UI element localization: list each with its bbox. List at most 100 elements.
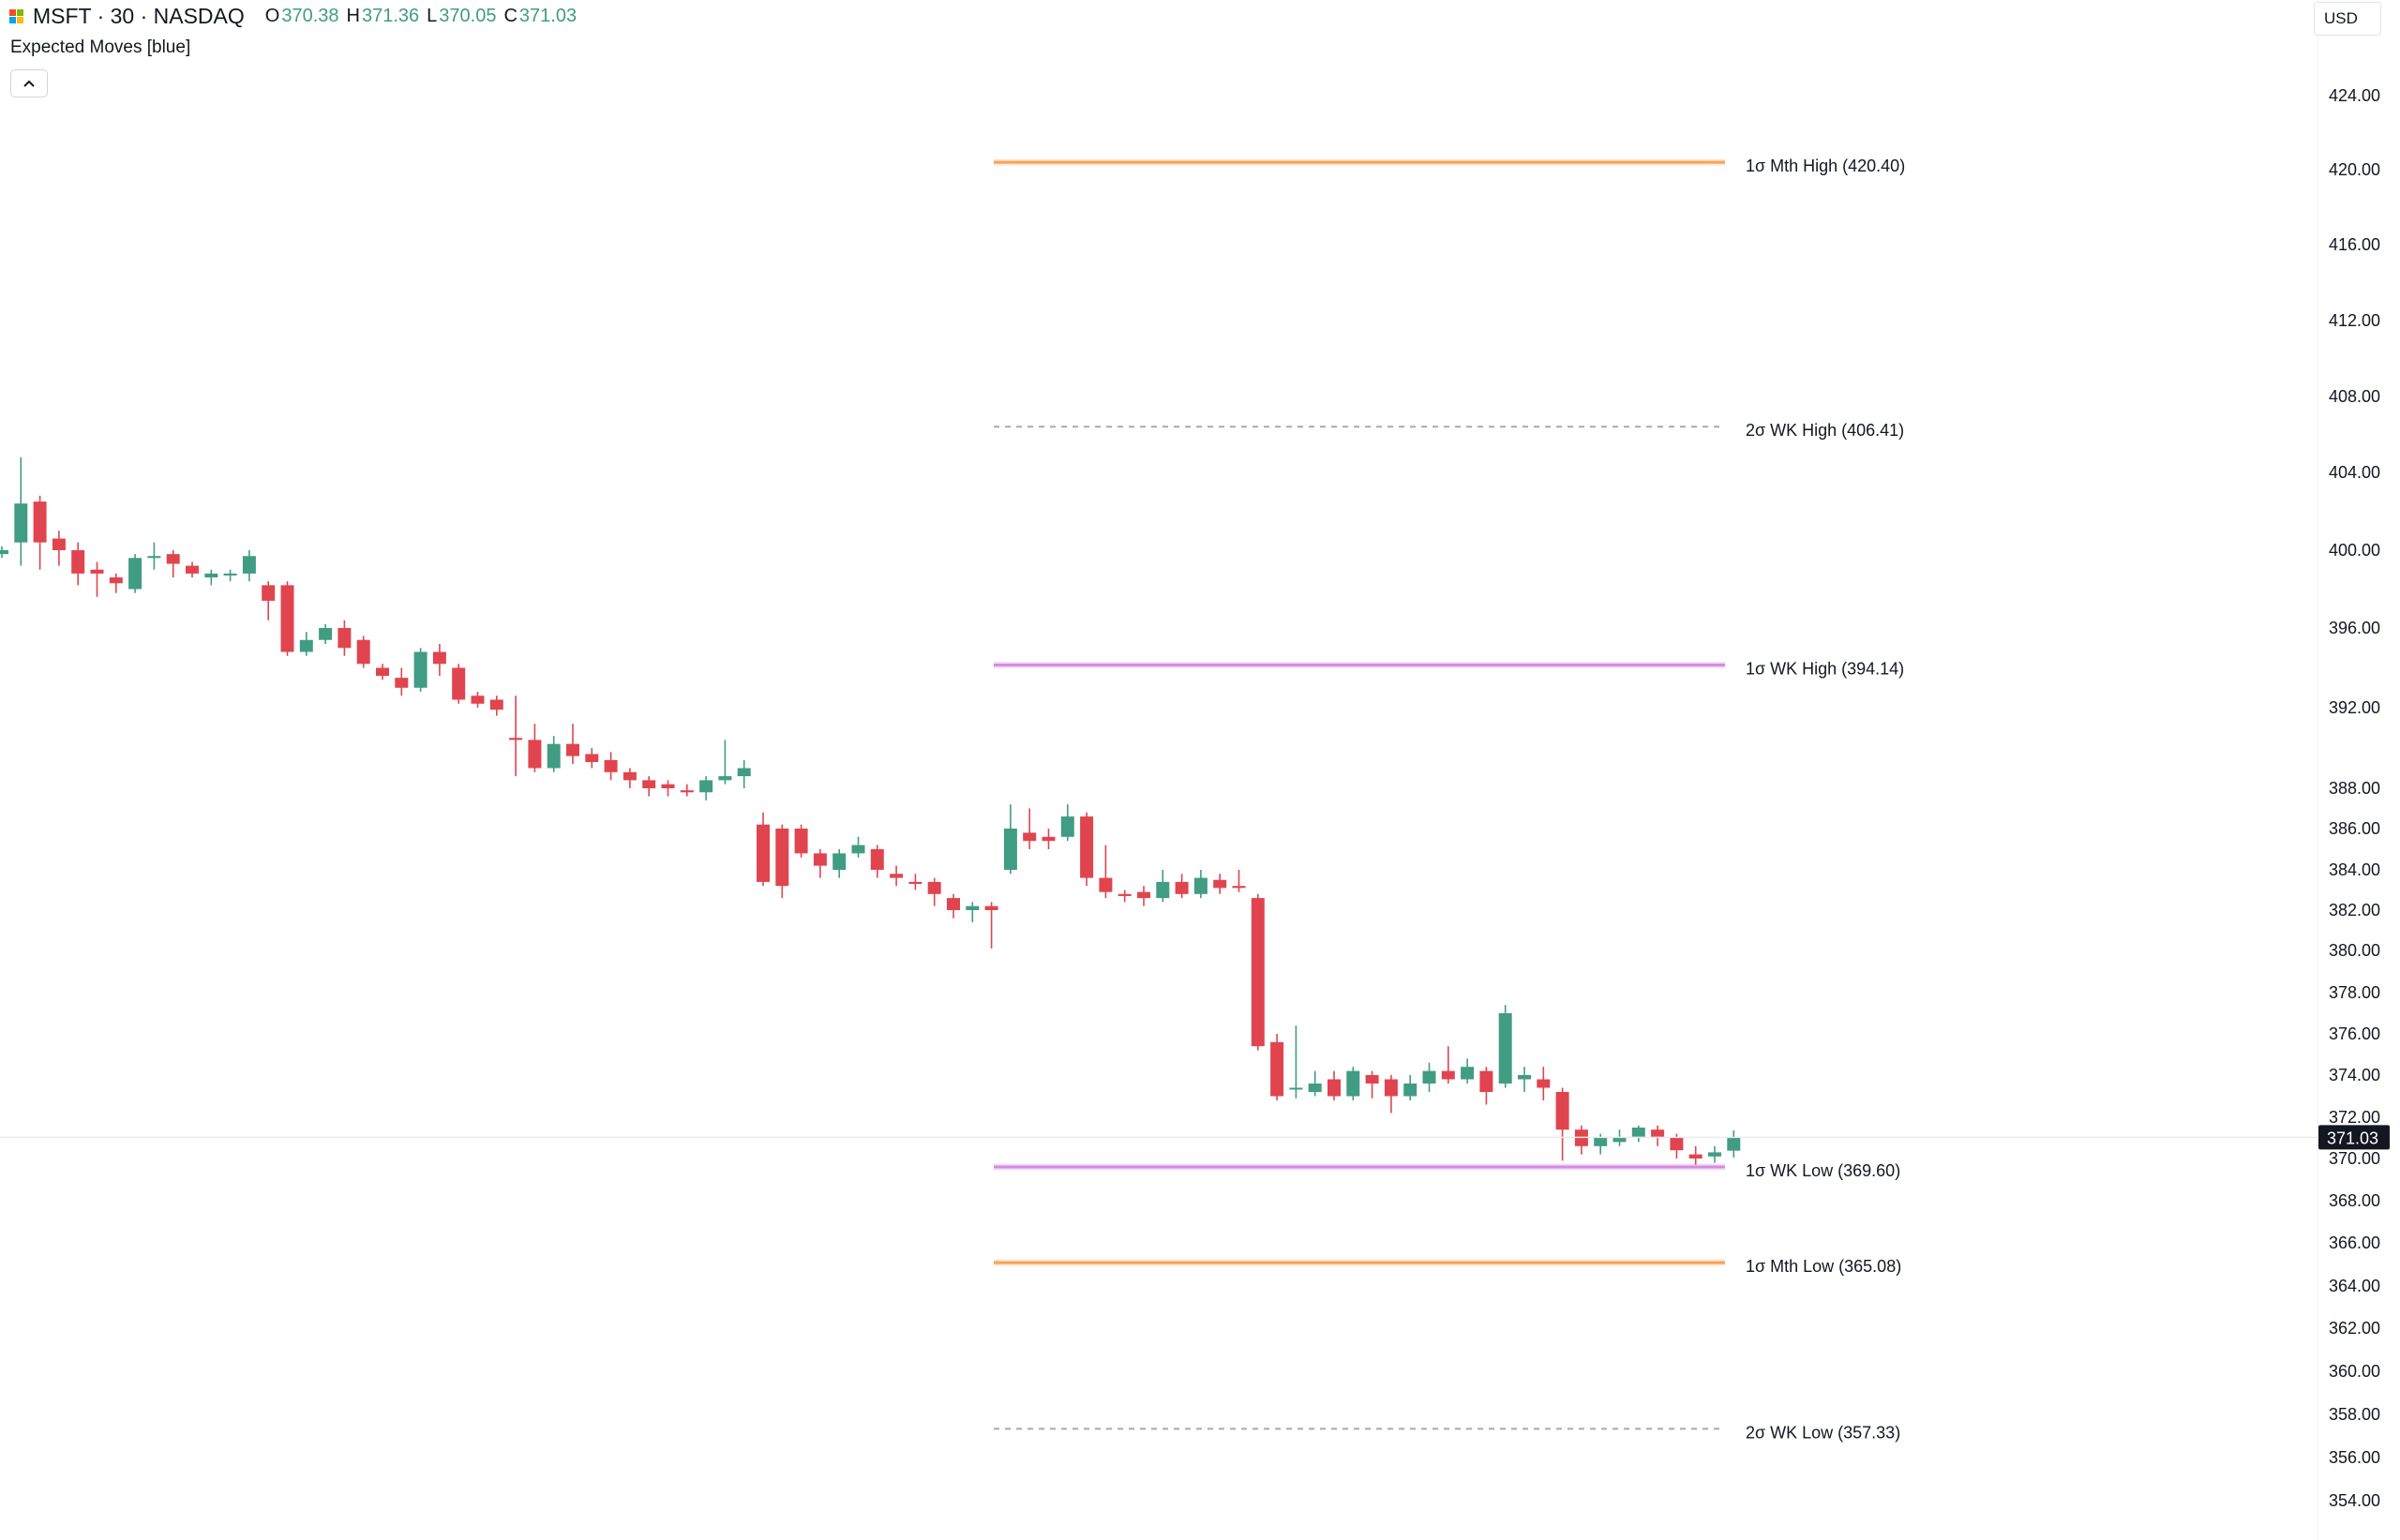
candle-body: [90, 569, 104, 574]
candle: [604, 752, 618, 781]
microsoft-logo-icon: [9, 9, 23, 23]
level-label: 1σ WK High (394.14): [1746, 660, 1904, 679]
candle: [680, 784, 694, 797]
currency-label[interactable]: USD: [2314, 2, 2381, 36]
candle: [851, 836, 865, 858]
candle: [1289, 1025, 1303, 1099]
candle: [1555, 1087, 1569, 1161]
candle: [775, 824, 789, 899]
candle-body: [1612, 1138, 1627, 1143]
candle-body: [737, 768, 751, 777]
candle-body: [1156, 881, 1170, 899]
symbol-title[interactable]: MSFT · 30 · NASDAQ: [33, 4, 245, 28]
candle: [984, 902, 998, 949]
y-tick-label: 362.00: [2329, 1319, 2380, 1338]
candle-body: [395, 678, 409, 688]
candle: [547, 736, 561, 772]
candle-body: [908, 881, 922, 885]
candle-body: [984, 905, 998, 910]
y-tick-label: 372.00: [2329, 1108, 2380, 1127]
candle-body: [71, 550, 85, 574]
y-tick-label: 396.00: [2329, 619, 2380, 637]
candle-body: [1670, 1138, 1684, 1151]
collapse-indicators-button[interactable]: [10, 69, 48, 97]
candle-body: [890, 874, 904, 878]
candle: [1156, 870, 1170, 903]
candle: [1479, 1067, 1493, 1105]
candle: [1328, 1070, 1341, 1100]
candle: [452, 664, 466, 704]
candle-body: [585, 754, 599, 763]
candle-body: [775, 829, 789, 887]
y-tick-label: 368.00: [2329, 1191, 2380, 1210]
candle: [1688, 1145, 1702, 1165]
candle: [947, 893, 960, 919]
candle-body: [147, 556, 161, 559]
candle: [737, 759, 751, 788]
candle-body: [1308, 1084, 1322, 1092]
level-label: 1σ Mth Low (365.08): [1746, 1257, 1901, 1276]
candle-body: [1384, 1079, 1398, 1097]
candle-body: [471, 695, 485, 704]
candle-body: [413, 651, 428, 688]
candle-body: [757, 824, 770, 882]
candle-body: [280, 585, 294, 652]
candle-body: [966, 905, 980, 910]
y-tick-label: 424.00: [2329, 86, 2380, 105]
candle-body: [1328, 1079, 1341, 1097]
candle-body: [604, 759, 618, 772]
candle: [1537, 1067, 1551, 1100]
candle: [908, 874, 922, 890]
candle-body: [1688, 1154, 1702, 1159]
candle: [1498, 1005, 1512, 1088]
candle: [757, 812, 770, 887]
candle-body: [1365, 1075, 1379, 1084]
candle-body: [1537, 1079, 1551, 1088]
candle-body: [832, 853, 847, 870]
y-tick-label: 356.00: [2329, 1448, 2380, 1467]
candle-body: [1727, 1137, 1741, 1151]
candle: [262, 581, 276, 620]
y-tick-label: 370.00: [2329, 1149, 2380, 1168]
candle-body: [1518, 1075, 1531, 1080]
candle: [1251, 893, 1265, 1051]
candle-body: [566, 743, 579, 756]
candle-body: [338, 628, 352, 649]
candle: [1384, 1075, 1398, 1114]
candle-body: [1060, 816, 1074, 837]
candle: [223, 569, 237, 582]
candle-body: [1099, 877, 1113, 892]
candle: [1727, 1130, 1741, 1158]
candle-body: [1479, 1070, 1493, 1092]
candle: [966, 902, 980, 922]
candle: [413, 648, 428, 692]
high-value: 371.36: [361, 6, 420, 26]
open-value: 370.38: [281, 6, 339, 26]
candle-body: [356, 639, 370, 665]
candle: [90, 561, 104, 597]
high-label: H: [346, 6, 360, 26]
candle: [1422, 1062, 1436, 1092]
candle: [71, 542, 85, 586]
chevron-up-icon: [23, 80, 35, 87]
candle-body: [1461, 1067, 1475, 1080]
candle: [528, 724, 542, 772]
candle: [1270, 1034, 1284, 1100]
expected-move-levels: 1σ Mth High (420.40) 2σ WK High (406.41) 1…: [994, 157, 1905, 1442]
open-label: O: [264, 6, 280, 26]
y-tick-label: 420.00: [2329, 160, 2380, 179]
candle: [356, 635, 370, 668]
candle-body: [661, 784, 675, 788]
candle: [166, 550, 180, 578]
candle-body: [1193, 877, 1208, 894]
candle: [299, 632, 313, 656]
candles: [0, 456, 1741, 1165]
last-price-tag: [2318, 1125, 2390, 1150]
candle-body: [1631, 1128, 1645, 1138]
candle: [109, 573, 123, 593]
indicator-label[interactable]: Expected Moves [blue]: [10, 37, 191, 57]
last-price-value: 371.03: [2327, 1129, 2378, 1147]
y-tick-label: 392.00: [2329, 698, 2380, 717]
candle-body: [186, 565, 199, 574]
